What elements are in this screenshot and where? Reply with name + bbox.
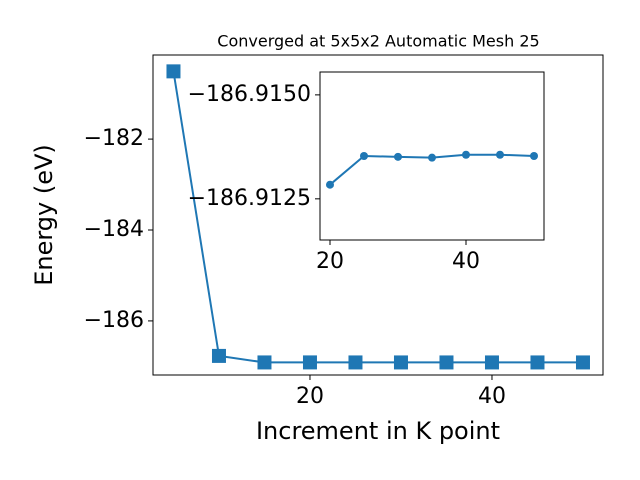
- marker: [575, 355, 590, 370]
- y-axis-label: Energy (eV): [30, 144, 58, 286]
- marker: [166, 64, 181, 79]
- y-tick-label: −186.9125: [188, 186, 311, 211]
- y-tick-label: −182: [84, 126, 144, 151]
- y-tick-label: −186: [84, 308, 144, 333]
- marker: [302, 355, 317, 370]
- x-axis-label: Increment in K point: [256, 417, 500, 445]
- y-tick-label: −186.9150: [188, 82, 311, 107]
- x-tick-label: 20: [316, 249, 344, 274]
- marker: [462, 150, 471, 159]
- marker: [428, 153, 436, 162]
- marker: [211, 348, 226, 363]
- chart-title: Converged at 5x5x2 Automatic Mesh 25: [217, 32, 539, 51]
- marker: [257, 355, 272, 370]
- marker: [359, 152, 368, 160]
- marker: [348, 355, 363, 370]
- marker: [439, 355, 454, 370]
- marker: [496, 150, 505, 159]
- y-tick-label: −184: [84, 217, 144, 242]
- line: [172, 71, 583, 364]
- marker: [393, 152, 402, 161]
- x-tick-label: 40: [478, 384, 506, 409]
- marker: [325, 180, 334, 189]
- x-tick-label: 40: [452, 249, 480, 274]
- marker: [484, 355, 499, 370]
- x-tick-label: 20: [296, 384, 324, 409]
- marker: [530, 152, 539, 160]
- marker: [530, 355, 545, 370]
- marker: [393, 355, 408, 370]
